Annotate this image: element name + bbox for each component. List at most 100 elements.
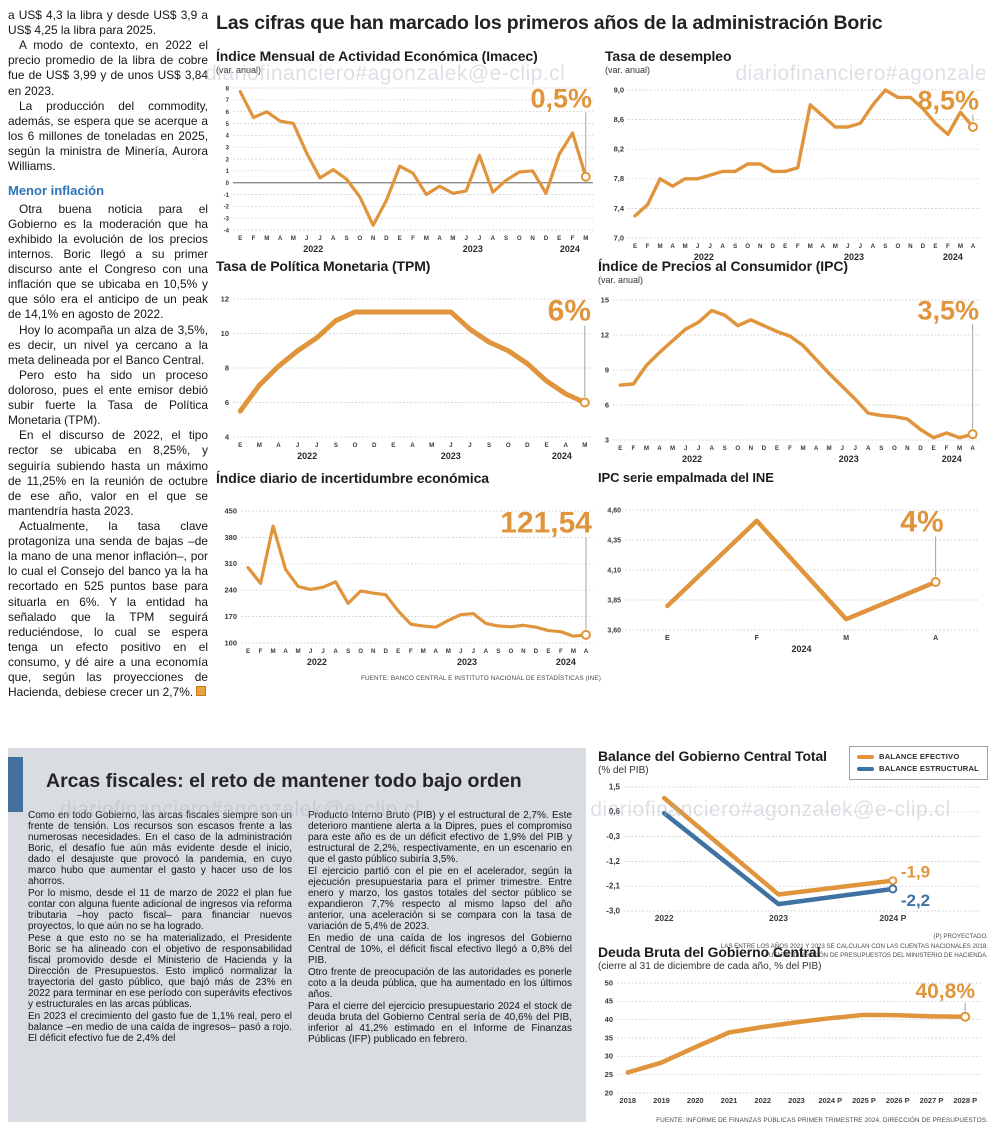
article-paragraph: Pero esto ha sido un proceso doloroso, p… — [8, 367, 208, 428]
chart-title: Tasa de desempleo — [605, 48, 732, 64]
title-accent-bar — [8, 757, 23, 812]
svg-text:M: M — [843, 635, 849, 642]
svg-text:D: D — [372, 442, 377, 449]
svg-text:E: E — [396, 648, 400, 655]
chart-ipc: Índice de Precios al Consumidor (IPC) (v… — [598, 258, 988, 470]
svg-text:15: 15 — [601, 295, 609, 304]
svg-text:8: 8 — [225, 363, 229, 372]
svg-text:-2: -2 — [224, 205, 230, 211]
svg-text:D: D — [534, 648, 539, 655]
chart-subtitle: (var. anual) — [216, 65, 262, 75]
svg-text:3: 3 — [226, 146, 230, 152]
svg-text:6%: 6% — [548, 295, 591, 328]
svg-text:6: 6 — [225, 398, 229, 407]
svg-text:310: 310 — [224, 559, 237, 568]
svg-text:0: 0 — [226, 181, 230, 187]
svg-text:100: 100 — [224, 638, 237, 647]
svg-text:2024: 2024 — [556, 657, 576, 667]
legend-item-efectivo: BALANCE EFECTIVO — [857, 751, 979, 763]
svg-text:A: A — [709, 445, 714, 452]
legend-item-estructural: BALANCE ESTRUCTURAL — [857, 763, 979, 775]
box-paragraph: Pese a que esto no se ha materializado, … — [28, 933, 292, 1010]
svg-text:6: 6 — [226, 110, 230, 116]
svg-text:A: A — [971, 243, 976, 250]
box-paragraph: El ejercicio partió con el pie en el ace… — [308, 866, 572, 932]
legend-label: BALANCE EFECTIVO — [879, 752, 960, 761]
svg-text:E: E — [933, 243, 937, 250]
svg-text:2027 P: 2027 P — [920, 1096, 944, 1105]
article-paragraph: Otra buena noticia para el Gobierno es l… — [8, 201, 208, 322]
svg-text:12: 12 — [601, 330, 609, 339]
svg-text:-2,2: -2,2 — [901, 891, 930, 910]
svg-text:M: M — [257, 442, 262, 449]
svg-text:M: M — [450, 235, 455, 242]
svg-text:A: A — [276, 442, 281, 449]
svg-text:N: N — [530, 235, 535, 242]
svg-text:450: 450 — [224, 506, 237, 515]
svg-text:M: M — [827, 445, 832, 452]
box-column-2: Producto Interno Bruto (PIB) y el estruc… — [308, 810, 572, 1110]
box-paragraph: Como en todo Gobierno, las arcas fiscale… — [28, 810, 292, 887]
svg-text:35: 35 — [605, 1033, 613, 1042]
svg-text:J: J — [464, 235, 468, 242]
svg-text:O: O — [892, 445, 897, 452]
imacec-line-chart: 8 7 6 5 4 3 2 1 0 -1 -2 -3 -4 E F M A M J J A S O N D E F M A M J J A S O N… — [224, 83, 593, 254]
svg-text:N: N — [371, 235, 376, 242]
svg-text:4,10: 4,10 — [607, 567, 621, 574]
svg-text:D: D — [921, 243, 926, 250]
svg-text:N: N — [749, 445, 754, 452]
svg-text:A: A — [720, 243, 725, 250]
svg-text:O: O — [506, 442, 511, 449]
svg-text:2019: 2019 — [653, 1096, 670, 1105]
svg-text:O: O — [358, 648, 363, 655]
svg-text:8: 8 — [226, 86, 230, 92]
chart-title: Deuda Bruta del Gobierno Central — [598, 944, 821, 960]
svg-text:S: S — [504, 235, 508, 242]
svg-text:-0,3: -0,3 — [606, 832, 620, 841]
article-subhead: Menor inflación — [8, 183, 105, 199]
svg-text:A: A — [933, 635, 938, 642]
svg-text:A: A — [814, 445, 819, 452]
svg-text:M: M — [270, 648, 275, 655]
svg-text:D: D — [918, 445, 923, 452]
svg-text:S: S — [334, 442, 338, 449]
orange-swatch-icon — [857, 754, 875, 760]
tpm-line-chart: 12 10 8 6 4 E M A J J S O D E A M J J S O D E A M 2022 2023 2024 6% — [221, 294, 592, 461]
svg-text:O: O — [357, 235, 362, 242]
svg-text:3,5%: 3,5% — [917, 295, 979, 325]
svg-text:M: M — [446, 648, 451, 655]
svg-text:170: 170 — [224, 612, 237, 621]
arcas-fiscales-box: Arcas fiscales: el reto de mantener todo… — [8, 748, 586, 1122]
svg-text:J: J — [478, 235, 482, 242]
chart-balance: BALANCE EFECTIVO BALANCE ESTRUCTURAL Bal… — [598, 746, 988, 961]
chart-incertidumbre: Índice diario de incertidumbre económica… — [216, 470, 601, 682]
box-columns: Como en todo Gobierno, las arcas fiscale… — [28, 810, 572, 1110]
svg-text:M: M — [571, 648, 576, 655]
chart-title: Índice Mensual de Actividad Económica (I… — [216, 48, 538, 64]
svg-text:S: S — [723, 445, 727, 452]
svg-text:M: M — [957, 445, 962, 452]
svg-text:-1,2: -1,2 — [606, 857, 620, 866]
svg-text:2018: 2018 — [619, 1096, 636, 1105]
svg-text:S: S — [883, 243, 887, 250]
svg-text:J: J — [853, 445, 857, 452]
legend-label: BALANCE ESTRUCTURAL — [879, 764, 979, 774]
svg-text:2020: 2020 — [687, 1096, 704, 1105]
svg-text:D: D — [525, 442, 530, 449]
chart-title: Índice de Precios al Consumidor (IPC) — [598, 258, 848, 274]
svg-text:2021: 2021 — [721, 1096, 738, 1105]
svg-text:3,60: 3,60 — [607, 627, 621, 634]
svg-text:7,4: 7,4 — [614, 204, 625, 213]
svg-text:2025 P: 2025 P — [852, 1096, 876, 1105]
svg-text:J: J — [309, 648, 313, 655]
svg-text:121,54: 121,54 — [500, 507, 592, 540]
svg-text:3: 3 — [605, 435, 609, 444]
chart-source: FUENTE: INFORME DE FINANZAS PÚBLICAS PRI… — [656, 1117, 988, 1124]
svg-text:0,6: 0,6 — [609, 807, 621, 816]
svg-text:2023: 2023 — [839, 454, 859, 464]
svg-text:2024 P: 2024 P — [818, 1096, 842, 1105]
svg-text:M: M — [296, 648, 301, 655]
svg-text:S: S — [879, 445, 883, 452]
svg-text:S: S — [487, 442, 491, 449]
